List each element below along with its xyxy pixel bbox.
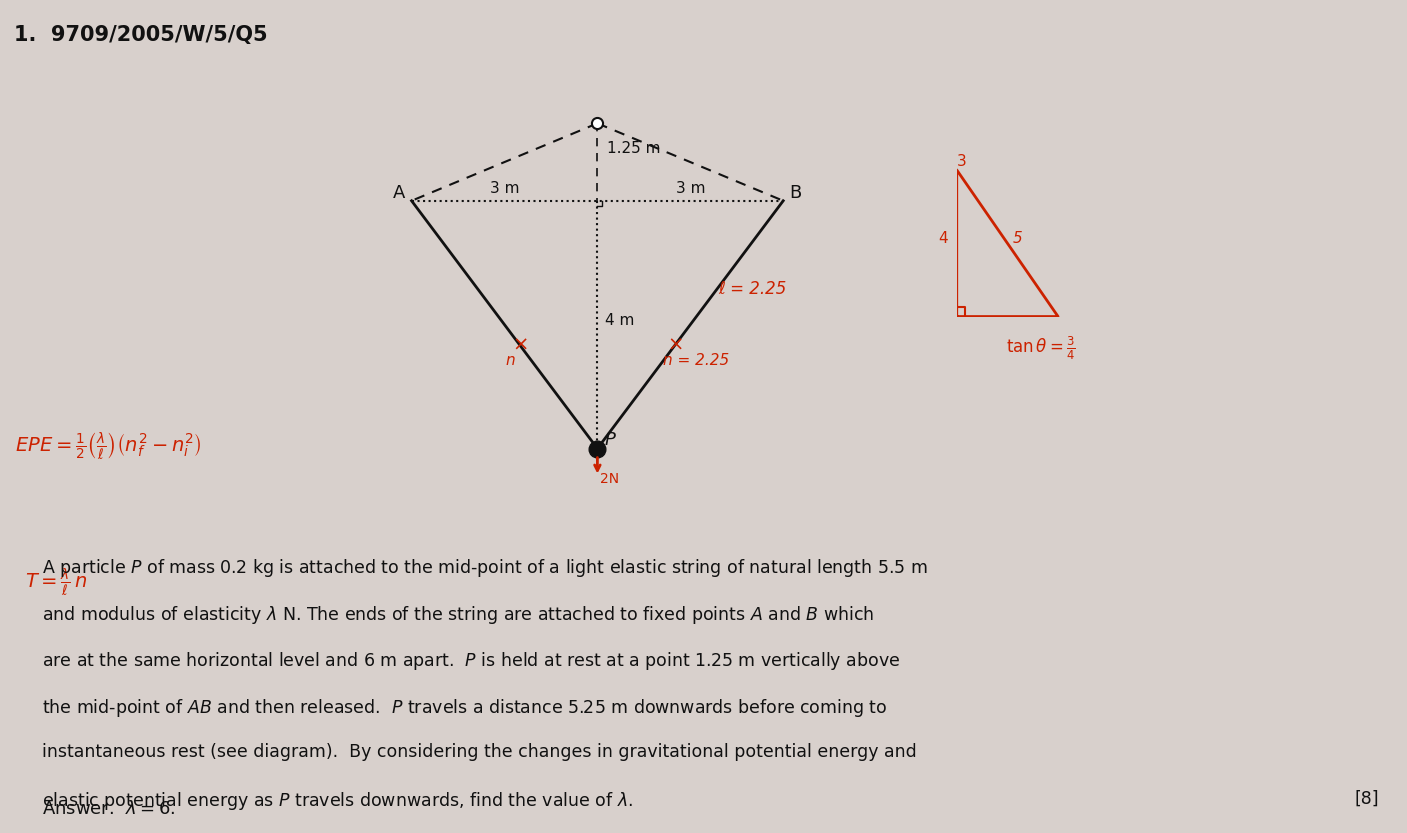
Text: are at the same horizontal level and 6 m apart.  $P$ is held at rest at a point : are at the same horizontal level and 6 m… bbox=[42, 650, 900, 672]
Text: 2N: 2N bbox=[601, 471, 619, 486]
Text: 4 m: 4 m bbox=[605, 312, 635, 327]
Text: B: B bbox=[789, 184, 802, 202]
Text: elastic potential energy as $P$ travels downwards, find the value of $\lambda$.: elastic potential energy as $P$ travels … bbox=[42, 790, 633, 811]
Text: A: A bbox=[393, 184, 405, 202]
Text: $EPE = \frac{1}{2}\left(\frac{\lambda}{\ell}\right)\left(n_f^2 - n_i^2\right)$: $EPE = \frac{1}{2}\left(\frac{\lambda}{\… bbox=[15, 431, 203, 462]
Text: A particle $P$ of mass 0.2 kg is attached to the mid-point of a light elastic st: A particle $P$ of mass 0.2 kg is attache… bbox=[42, 557, 927, 579]
Text: 5: 5 bbox=[1013, 232, 1023, 247]
Text: 3 m: 3 m bbox=[675, 182, 705, 197]
Text: $T = \frac{\lambda}{\ell}\, n$: $T = \frac{\lambda}{\ell}\, n$ bbox=[25, 567, 87, 599]
Text: 1.  9709/2005/W/5/Q5: 1. 9709/2005/W/5/Q5 bbox=[14, 25, 267, 45]
Text: 1.25 m: 1.25 m bbox=[606, 141, 660, 156]
Text: [8]: [8] bbox=[1355, 790, 1379, 807]
Text: n = 2.25: n = 2.25 bbox=[663, 353, 730, 368]
Text: ℓ = 2.25: ℓ = 2.25 bbox=[718, 280, 787, 297]
Text: n: n bbox=[507, 353, 515, 368]
Text: $\times$: $\times$ bbox=[667, 334, 682, 353]
Text: 3: 3 bbox=[957, 154, 967, 169]
Text: and modulus of elasticity $\lambda$ N. The ends of the string are attached to fi: and modulus of elasticity $\lambda$ N. T… bbox=[42, 604, 874, 626]
Text: instantaneous rest (see diagram).  By considering the changes in gravitational p: instantaneous rest (see diagram). By con… bbox=[42, 743, 916, 761]
Text: $\tan\theta = \frac{3}{4}$: $\tan\theta = \frac{3}{4}$ bbox=[1006, 335, 1076, 362]
Text: 4: 4 bbox=[938, 232, 948, 247]
Text: $\times$: $\times$ bbox=[512, 334, 528, 353]
Text: the mid-point of $AB$ and then released.  $P$ travels a distance 5.25 m downward: the mid-point of $AB$ and then released.… bbox=[42, 696, 888, 719]
Text: 3 m: 3 m bbox=[490, 182, 519, 197]
Text: P: P bbox=[605, 431, 616, 450]
Text: Answer.  $\lambda = 6$.: Answer. $\lambda = 6$. bbox=[42, 800, 176, 818]
